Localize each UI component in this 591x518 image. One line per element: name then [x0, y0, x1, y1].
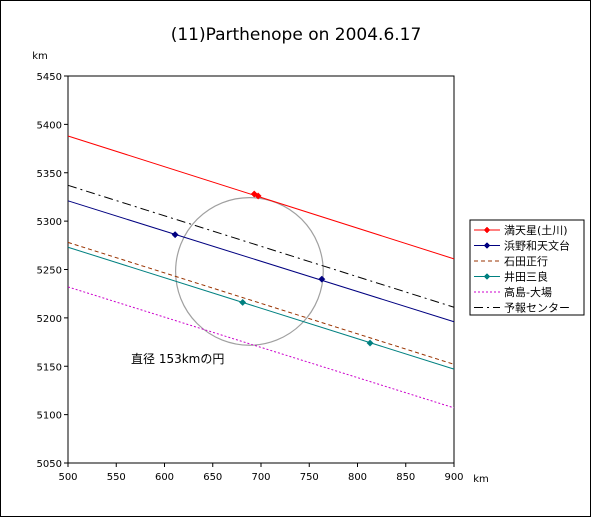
x-tick-label: 600	[155, 472, 174, 483]
series-point-3-1	[366, 339, 374, 347]
series-line-3	[67, 246, 455, 370]
legend-box	[469, 219, 585, 316]
x-tick-label: 500	[58, 472, 77, 483]
x-tick-label: 700	[251, 472, 270, 483]
x-tick-label: 800	[348, 472, 367, 483]
series-line-2	[67, 241, 455, 365]
legend-label-2: 石田正行	[504, 255, 548, 268]
x-tick-label: 750	[300, 472, 319, 483]
x-tick-label: 850	[396, 472, 415, 483]
series-point-3-0	[239, 298, 247, 306]
y-tick-label: 5200	[37, 314, 62, 325]
chart-title: (11)Parthenope on 2004.6.17	[171, 25, 422, 45]
x-axis-unit: km	[473, 474, 489, 485]
y-tick-label: 5100	[37, 411, 62, 422]
y-tick-label: 5450	[37, 72, 62, 83]
x-tick-label: 900	[444, 472, 463, 483]
legend-marker-1	[483, 242, 491, 249]
y-tick-label: 5350	[37, 169, 62, 180]
y-tick-label: 5250	[37, 266, 62, 277]
series-line-0	[67, 135, 455, 260]
x-tick-label: 550	[107, 472, 126, 483]
x-tick-label: 650	[203, 472, 222, 483]
legend-marker-0	[483, 226, 491, 234]
y-tick-label: 5300	[37, 217, 62, 228]
plot-area	[67, 75, 455, 464]
legend-label-0: 満天星(土川)	[504, 224, 568, 237]
y-tick-label: 5050	[37, 459, 62, 470]
series-point-0-1	[254, 192, 262, 200]
series-line-1	[67, 200, 455, 323]
legend-label-1: 浜野和天文台	[504, 239, 570, 253]
series-point-1-1	[318, 275, 326, 283]
y-tick-label: 5150	[37, 362, 62, 373]
series-line-4	[67, 286, 455, 409]
legend-label-4: 高島-大場	[504, 285, 552, 299]
circle-153km	[174, 197, 324, 346]
y-tick-label: 5400	[37, 120, 62, 131]
circle-annotation: 直径 153kmの円	[131, 352, 224, 366]
legend-label-3: 井田三良	[504, 270, 548, 284]
series-point-1-0	[171, 231, 179, 239]
legend-marker-3	[483, 273, 491, 280]
series-line-5	[67, 184, 455, 308]
y-axis-unit: km	[32, 51, 48, 62]
legend-label-5: 予報センター	[504, 302, 570, 315]
